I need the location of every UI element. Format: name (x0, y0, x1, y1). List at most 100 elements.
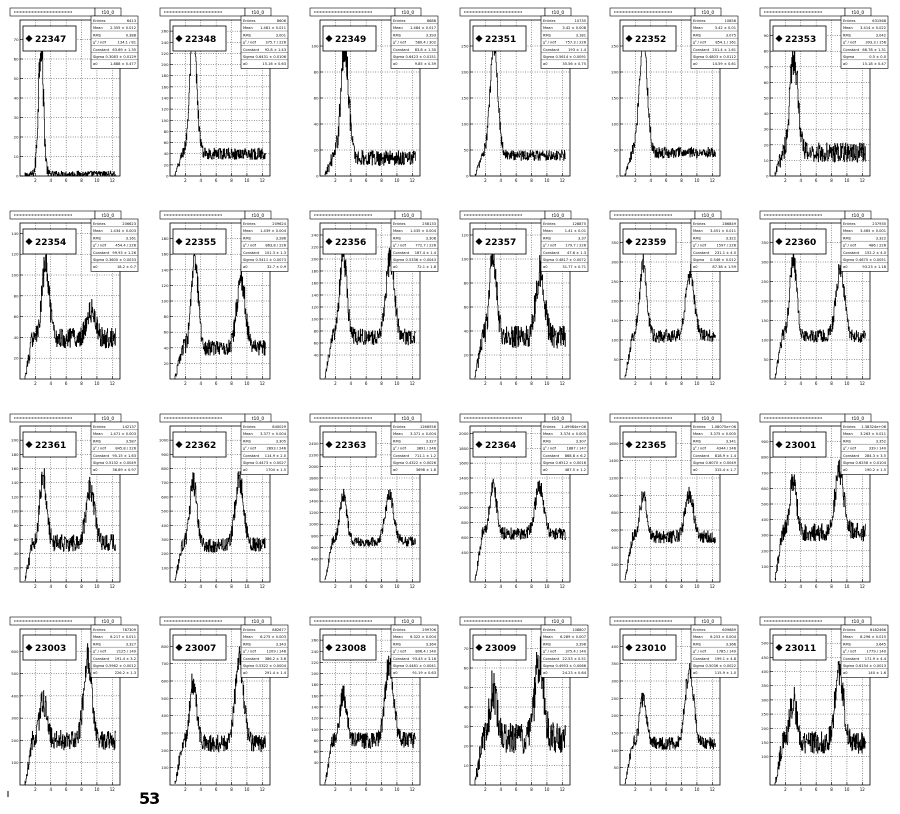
x-tick-label: 10 (394, 584, 400, 589)
x-tick-label: 12 (710, 584, 716, 589)
histogram-svg: t10_0 2 4 6 8 10 12 100 150 200 250 300 350 400 450 500… (759, 616, 889, 792)
y-tick-label: 300 (611, 679, 619, 684)
x-tick-label: 2 (634, 381, 637, 386)
y-tick-label: 40 (764, 111, 769, 116)
x-tick-label: 2 (634, 584, 637, 589)
stats-value: 191.4 ± 3.2 (115, 657, 136, 661)
histogram-line (624, 663, 716, 785)
x-tick-label: 10 (394, 178, 400, 183)
histogram-line (624, 486, 716, 581)
y-tick-label: 1200 (309, 510, 319, 515)
x-tick-label: 6 (515, 381, 518, 386)
stats-value: 3.42 ± 0.01 (715, 26, 736, 30)
x-tick-label: 10 (844, 381, 850, 386)
y-tick-label: 200 (311, 671, 319, 676)
stats-value: 36.89 ± 0.97 (112, 468, 136, 472)
histogram-line (24, 468, 116, 581)
x-tick-label: 2 (484, 584, 487, 589)
stats-value: 3.374 ± 0.005 (560, 432, 586, 436)
stats-label: Mean (243, 26, 253, 30)
stats-value: 375.7 / 226 (265, 41, 286, 45)
stats-label: RMS (93, 439, 102, 443)
histogram-panel-23007: t10_0 2 4 6 8 10 12 100 200 300 400 500 600 700 800 Ent… (159, 616, 289, 803)
stats-label: a0 (693, 62, 698, 66)
histogram-svg: t10_0 2 4 6 8 10 12 100 200 300 400 500 600 700 800 900… (159, 413, 289, 589)
y-tick-label: 0 (616, 174, 619, 179)
stats-label: Entries (843, 425, 856, 429)
x-tick-label: 6 (665, 178, 668, 183)
stats-label: Constant (543, 48, 560, 52)
stats-value: 92.8 ± 1.43 (265, 48, 286, 52)
y-tick-label: 50 (614, 765, 619, 770)
stats-value: 3.37 (578, 236, 586, 240)
x-tick-label: 4 (49, 584, 52, 589)
x-tick-label: 10 (844, 584, 850, 589)
y-tick-label: 250 (611, 279, 619, 284)
x-tick-label: 10 (544, 787, 550, 792)
y-tick-label: 140 (311, 705, 319, 710)
stats-value: 152.2 ± 4.0 (865, 251, 887, 255)
hist-name: t10_0 (102, 213, 115, 219)
histogram-line (174, 646, 266, 784)
y-tick-label: 100 (11, 273, 19, 278)
stats-label: Constant (543, 657, 560, 661)
page-number: 53 (139, 789, 160, 808)
stats-label: χ² / ndf (693, 650, 707, 654)
y-tick-label: 40 (464, 705, 469, 710)
stats-label: Entries (393, 222, 406, 226)
stats-label: Entries (543, 628, 556, 632)
stats-label: a0 (393, 671, 398, 675)
stats-label: a0 (393, 265, 398, 269)
hist-name: t10_0 (552, 619, 565, 625)
stats-label: Mean (843, 229, 853, 233)
y-tick-label: 400 (761, 517, 769, 522)
histogram-line (474, 34, 566, 176)
x-tick-label: 4 (349, 787, 352, 792)
stats-value: 3.322 (876, 236, 886, 240)
histogram-panel-22349: t10_0 2 4 6 8 10 12 0 20 40 60 80 100 Entries 8686 Mean… (309, 7, 439, 194)
stats-value: 640029 (272, 425, 286, 429)
x-tick-label: 2 (484, 787, 487, 792)
y-tick-label: 1600 (609, 441, 619, 446)
y-tick-label: 10 (764, 158, 769, 163)
y-tick-label: 20 (14, 135, 19, 140)
stats-value: 0.6431 ± 0.0106 (256, 55, 287, 59)
histogram-panel-22357: t10_0 2 4 6 8 10 12 20 40 60 80 100 120 Entries 128875… (459, 210, 589, 397)
y-tick-label: 40 (164, 151, 169, 156)
y-tick-label: 60 (314, 749, 319, 754)
stats-value: 1.08075e+06 (711, 425, 736, 429)
stats-label: χ² / ndf (243, 447, 257, 451)
stats-value: 0.4322 ± 0.0026 (406, 461, 437, 465)
x-tick-label: 8 (80, 584, 83, 589)
y-tick-label: 40 (314, 122, 319, 127)
x-tick-label: 10 (94, 584, 100, 589)
stats-label: Constant (843, 251, 860, 255)
x-tick-label: 8 (680, 584, 683, 589)
y-tick-label: 350 (761, 683, 769, 688)
stats-label: χ² / ndf (243, 244, 257, 248)
stats-value: 231.1 ± 4.0 (715, 251, 737, 255)
legend-marker (325, 644, 333, 651)
y-tick-label: 400 (11, 693, 19, 698)
stats-value: 24.23 ± 0.64 (562, 671, 586, 675)
stats-label: Mean (543, 26, 553, 30)
x-tick-label: 4 (499, 178, 502, 183)
x-tick-label: 4 (199, 178, 202, 183)
y-tick-label: 40 (164, 345, 169, 350)
x-tick-label: 10 (544, 178, 550, 183)
x-tick-label: 2 (334, 381, 337, 386)
stats-value: 31.77 ± 0.71 (562, 265, 586, 269)
y-tick-label: 500 (761, 502, 769, 507)
x-tick-label: 4 (499, 381, 502, 386)
histogram-panel-22359: t10_0 2 4 6 8 10 12 50 100 150 200 250 300 350 Entries… (609, 210, 739, 397)
x-tick-label: 12 (860, 178, 866, 183)
stats-value: 0.6154 ± 0.0013 (856, 664, 886, 668)
y-tick-label: 70 (764, 64, 769, 69)
legend-marker (175, 644, 183, 651)
y-tick-label: 60 (14, 314, 19, 319)
y-tick-label: 300 (161, 731, 169, 736)
stats-label: RMS (243, 439, 252, 443)
run-number-label: 22351 (485, 35, 516, 45)
stats-value: 3.587 (126, 439, 136, 443)
x-tick-label: 6 (665, 381, 668, 386)
